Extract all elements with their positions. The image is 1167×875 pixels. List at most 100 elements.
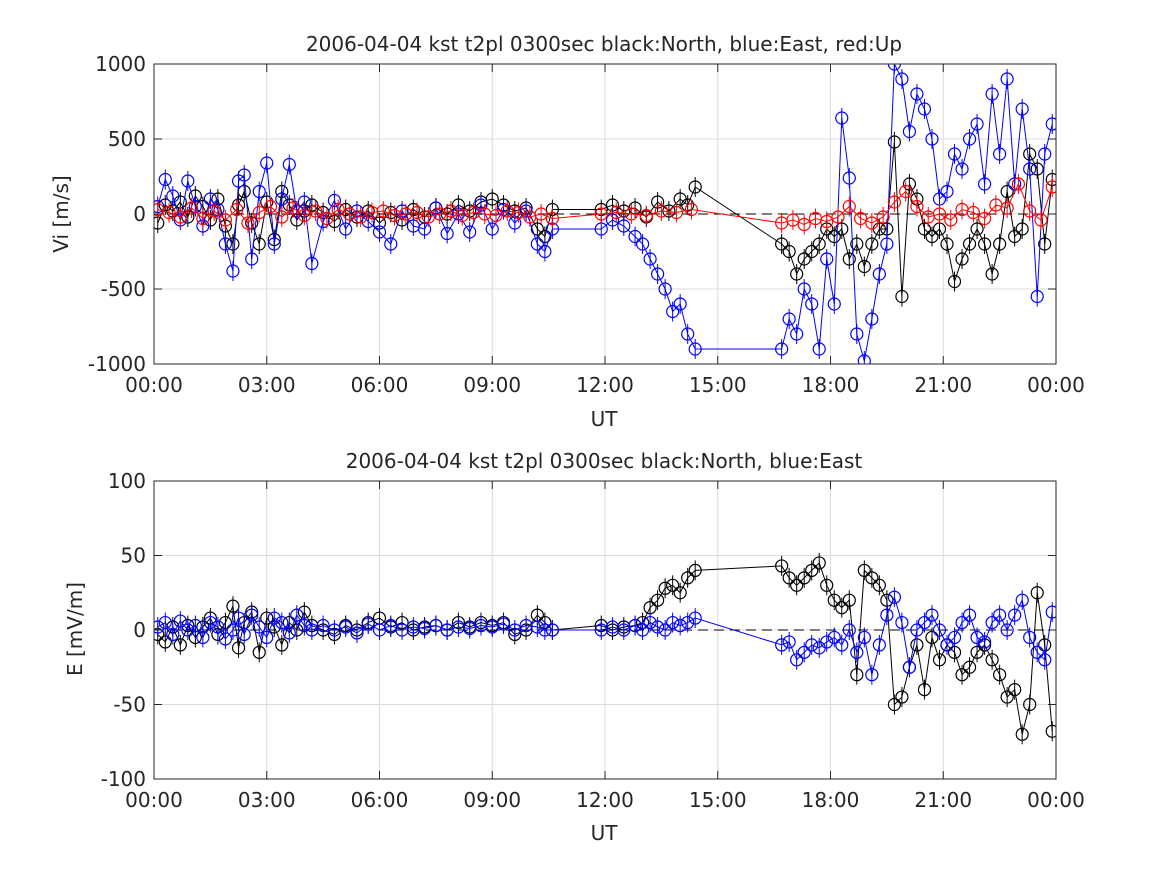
data-point bbox=[985, 653, 999, 667]
data-point bbox=[354, 210, 368, 224]
data-point bbox=[327, 214, 341, 229]
data-point bbox=[530, 620, 544, 634]
data-point bbox=[955, 252, 969, 266]
data-point bbox=[865, 312, 879, 326]
x-tick-label: 15:00 bbox=[689, 788, 747, 812]
data-point bbox=[1023, 697, 1037, 712]
data-point bbox=[154, 620, 165, 634]
data-point bbox=[226, 599, 240, 613]
data-point bbox=[865, 216, 879, 230]
data-point bbox=[474, 198, 488, 212]
data-point bbox=[887, 697, 901, 712]
data-point bbox=[643, 615, 657, 630]
data-point bbox=[876, 210, 890, 224]
data-point bbox=[947, 274, 962, 289]
data-point bbox=[962, 132, 977, 146]
data-point bbox=[684, 202, 699, 217]
data-point bbox=[688, 342, 702, 356]
data-point bbox=[850, 645, 864, 659]
data-point bbox=[820, 635, 834, 649]
data-point bbox=[624, 207, 638, 221]
data-point bbox=[993, 668, 1007, 682]
data-point bbox=[910, 623, 924, 637]
data-point bbox=[812, 237, 826, 251]
data-point bbox=[410, 205, 424, 220]
data-point bbox=[977, 237, 992, 251]
data-point bbox=[1008, 229, 1022, 244]
data-point bbox=[977, 177, 992, 191]
data-point bbox=[820, 578, 834, 592]
data-point bbox=[429, 618, 443, 633]
data-point bbox=[489, 208, 503, 223]
x-tick-label: 12:00 bbox=[576, 788, 634, 812]
data-point bbox=[651, 620, 665, 634]
data-point bbox=[538, 244, 552, 259]
data-point bbox=[339, 620, 353, 634]
data-point bbox=[797, 282, 811, 296]
data-point bbox=[305, 256, 319, 271]
data-point bbox=[530, 237, 544, 251]
data-point bbox=[1023, 630, 1037, 645]
data-point bbox=[842, 252, 856, 266]
data-point bbox=[1008, 177, 1022, 191]
data-point bbox=[666, 615, 680, 630]
data-point bbox=[361, 214, 375, 229]
x-tick-label: 00:00 bbox=[1027, 788, 1085, 812]
data-point bbox=[166, 189, 180, 203]
data-point bbox=[782, 244, 796, 259]
data-point bbox=[1045, 724, 1056, 738]
y-tick-label: 1000 bbox=[95, 52, 146, 76]
data-point bbox=[196, 211, 210, 226]
data-point bbox=[173, 614, 187, 628]
y-tick-label: 50 bbox=[121, 544, 146, 568]
data-point bbox=[1034, 213, 1048, 227]
data-point bbox=[260, 630, 274, 645]
data-point bbox=[651, 593, 665, 607]
data-point bbox=[218, 213, 233, 227]
data-point bbox=[673, 618, 687, 633]
data-point bbox=[316, 618, 330, 633]
data-point bbox=[910, 199, 924, 214]
data-point bbox=[1015, 222, 1029, 236]
data-point bbox=[1038, 653, 1052, 667]
data-point bbox=[985, 615, 999, 630]
data-point bbox=[384, 237, 398, 251]
data-point bbox=[688, 563, 702, 578]
data-point bbox=[245, 608, 259, 622]
data-point bbox=[173, 210, 187, 224]
data-point bbox=[361, 617, 375, 631]
y-tick-label: 0 bbox=[133, 202, 146, 226]
data-point bbox=[842, 171, 856, 185]
x-tick-label: 12:00 bbox=[576, 373, 634, 397]
x-tick-label: 09:00 bbox=[463, 373, 521, 397]
data-point bbox=[1038, 147, 1052, 161]
data-point bbox=[805, 563, 819, 578]
data-point bbox=[263, 199, 278, 214]
x-tick-label: 00:00 bbox=[125, 788, 183, 812]
data-point bbox=[673, 586, 687, 600]
data-point bbox=[669, 205, 684, 220]
data-point bbox=[850, 327, 864, 341]
y-tick-label: -100 bbox=[101, 767, 146, 791]
x-tick-label: 18:00 bbox=[802, 788, 860, 812]
data-point bbox=[1000, 201, 1014, 215]
data-point bbox=[947, 630, 962, 645]
data-point bbox=[635, 623, 650, 637]
data-point bbox=[917, 102, 932, 116]
series-east bbox=[154, 587, 1056, 685]
data-point bbox=[643, 252, 657, 266]
data-point bbox=[790, 653, 804, 667]
data-point bbox=[857, 563, 871, 578]
data-point bbox=[654, 204, 668, 218]
data-point bbox=[962, 237, 977, 251]
data-point bbox=[1011, 177, 1026, 191]
data-point bbox=[275, 192, 289, 206]
data-point bbox=[231, 611, 246, 625]
data-point bbox=[158, 635, 172, 649]
chart-title: 2006-04-04 kst t2pl 0300sec black:North,… bbox=[346, 449, 863, 473]
data-point bbox=[1015, 102, 1029, 116]
x-tick-label: 15:00 bbox=[689, 373, 747, 397]
data-point bbox=[207, 204, 221, 218]
data-point bbox=[805, 244, 819, 259]
data-point bbox=[511, 205, 526, 220]
